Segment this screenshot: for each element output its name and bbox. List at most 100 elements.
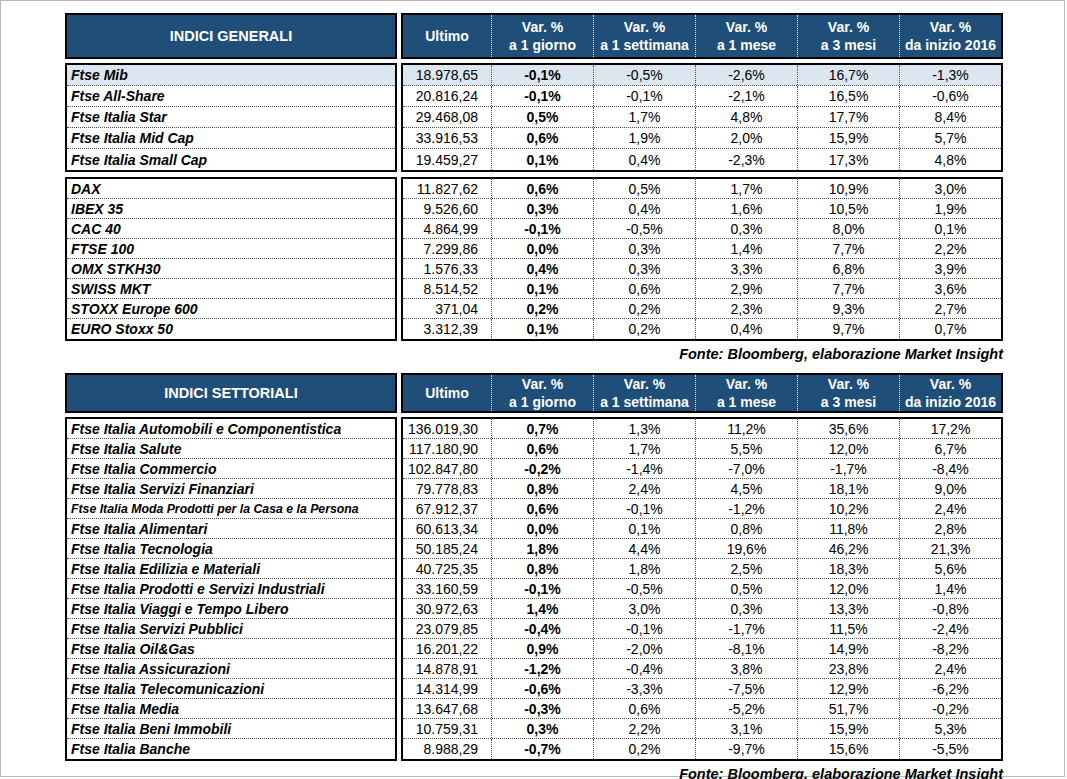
var-cell-1: -0,5% [593, 65, 695, 85]
var-cell-2: -9,7% [695, 739, 797, 759]
var-cell-2: 4,8% [695, 107, 797, 127]
var-cell-1: -0,1% [593, 86, 695, 106]
index-name-cell: Ftse Italia Mid Cap [67, 128, 395, 149]
var-cell-3: 11,8% [797, 519, 899, 538]
var-cell-1: 1,7% [593, 107, 695, 127]
ultimo-cell: 8.988,29 [403, 739, 491, 759]
table-row: 16.201,220,9%-2,0%-8,1%14,9%-8,2% [403, 639, 1001, 659]
var-cell-4: 2,7% [899, 299, 1001, 318]
var-cell-4: 3,0% [899, 179, 1001, 198]
var-cell-4: 8,4% [899, 107, 1001, 127]
var-cell-4: 2,8% [899, 519, 1001, 538]
ultimo-cell: 29.468,08 [403, 107, 491, 127]
var-cell-1: -0,5% [593, 219, 695, 238]
index-name-cell: IBEX 35 [67, 199, 395, 219]
var-cell-1: 1,9% [593, 128, 695, 148]
var-cell-4: 17,2% [899, 419, 1001, 438]
var-cell-4: -8,4% [899, 459, 1001, 478]
var-cell-2: 3,1% [695, 719, 797, 738]
var-cell-0: -0,1% [491, 579, 593, 598]
ultimo-cell: 7.299,86 [403, 239, 491, 258]
index-name-cell: Ftse Italia Telecomunicazioni [67, 679, 395, 699]
var-cell-2: 0,5% [695, 579, 797, 598]
var-cell-0: -0,7% [491, 739, 593, 759]
column-header-var-4: Var. %da inizio 2016 [899, 15, 1001, 57]
ultimo-cell: 4.864,99 [403, 219, 491, 238]
index-values-column: 11.827,620,6%0,5%1,7%10,9%3,0%9.526,600,… [401, 177, 1003, 341]
var-cell-1: -1,4% [593, 459, 695, 478]
var-cell-3: 11,5% [797, 619, 899, 638]
indici-generali-section-1: DAXIBEX 35CAC 40FTSE 100OMX STKH30SWISS … [65, 177, 1064, 341]
var-cell-1: -0,4% [593, 659, 695, 678]
var-cell-0: 0,6% [491, 439, 593, 458]
var-cell-0: -0,4% [491, 619, 593, 638]
var-cell-3: 35,6% [797, 419, 899, 438]
var-cell-4: 9,0% [899, 479, 1001, 498]
index-name-cell: Ftse Italia Automobili e Componentistica [67, 419, 395, 439]
column-header-ultimo: Ultimo [403, 15, 491, 57]
var-cell-3: 10,5% [797, 199, 899, 218]
index-name-cell: Ftse Italia Assicurazioni [67, 659, 395, 679]
var-cell-0: 0,1% [491, 149, 593, 170]
var-cell-2: 2,5% [695, 559, 797, 578]
table-row: 11.827,620,6%0,5%1,7%10,9%3,0% [403, 179, 1001, 199]
var-cell-0: 0,5% [491, 107, 593, 127]
var-cell-2: 1,6% [695, 199, 797, 218]
indici-settoriali-header: INDICI SETTORIALIUltimoVar. %a 1 giornoV… [65, 373, 1064, 413]
var-cell-3: -1,7% [797, 459, 899, 478]
index-name-cell: Ftse Italia Viaggi e Tempo Libero [67, 599, 395, 619]
table-row: 10.759,310,3%2,2%3,1%15,9%5,3% [403, 719, 1001, 739]
indici-generali-header: INDICI GENERALIUltimoVar. %a 1 giornoVar… [65, 13, 1064, 59]
var-cell-0: 0,0% [491, 239, 593, 258]
ultimo-cell: 18.978,65 [403, 65, 491, 85]
var-cell-2: 0,3% [695, 599, 797, 618]
index-name-column: Ftse MibFtse All-ShareFtse Italia StarFt… [65, 63, 397, 172]
header-columns: UltimoVar. %a 1 giornoVar. %a 1 settiman… [401, 13, 1003, 59]
var-cell-4: -6,2% [899, 679, 1001, 698]
ultimo-cell: 13.647,68 [403, 699, 491, 718]
var-cell-1: -0,1% [593, 499, 695, 518]
index-name-cell: Ftse Italia Tecnologia [67, 539, 395, 559]
var-cell-1: -0,5% [593, 579, 695, 598]
table-row: 30.972,631,4%3,0%0,3%13,3%-0,8% [403, 599, 1001, 619]
table-row: 14.314,99-0,6%-3,3%-7,5%12,9%-6,2% [403, 679, 1001, 699]
ultimo-cell: 33.160,59 [403, 579, 491, 598]
var-cell-2: 1,4% [695, 239, 797, 258]
var-cell-2: 0,4% [695, 319, 797, 339]
var-cell-3: 16,7% [797, 65, 899, 85]
var-cell-2: 3,8% [695, 659, 797, 678]
var-cell-3: 7,7% [797, 239, 899, 258]
ultimo-cell: 14.878,91 [403, 659, 491, 678]
table-row: 29.468,080,5%1,7%4,8%17,7%8,4% [403, 107, 1001, 128]
var-cell-4: 4,8% [899, 149, 1001, 170]
table-row: 18.978,65-0,1%-0,5%-2,6%16,7%-1,3% [403, 65, 1001, 86]
var-cell-4: 2,2% [899, 239, 1001, 258]
column-header-var-3: Var. %a 3 mesi [797, 375, 899, 411]
var-cell-1: 1,3% [593, 419, 695, 438]
var-cell-4: -0,2% [899, 699, 1001, 718]
var-cell-0: -0,1% [491, 219, 593, 238]
table-row: 79.778,830,8%2,4%4,5%18,1%9,0% [403, 479, 1001, 499]
indici-settoriali-table: INDICI SETTORIALIUltimoVar. %a 1 giornoV… [65, 373, 1064, 761]
var-cell-2: 2,9% [695, 279, 797, 298]
index-name-cell: SWISS MKT [67, 279, 395, 299]
var-cell-3: 10,2% [797, 499, 899, 518]
index-name-cell: Ftse Mib [67, 65, 395, 86]
var-cell-1: 0,4% [593, 149, 695, 170]
var-cell-1: 2,2% [593, 719, 695, 738]
column-header-var-4: Var. %da inizio 2016 [899, 375, 1001, 411]
index-name-cell: Ftse Italia Moda Prodotti per la Casa e … [67, 499, 395, 519]
column-header-var-2: Var. %a 1 mese [695, 375, 797, 411]
var-cell-3: 9,7% [797, 319, 899, 339]
ultimo-cell: 30.972,63 [403, 599, 491, 618]
var-cell-3: 14,9% [797, 639, 899, 658]
var-cell-2: 4,5% [695, 479, 797, 498]
var-cell-1: 0,2% [593, 299, 695, 318]
index-values-column: 136.019,300,7%1,3%11,2%35,6%17,2%117.180… [401, 417, 1003, 761]
var-cell-3: 8,0% [797, 219, 899, 238]
indici-generali-section-0: Ftse MibFtse All-ShareFtse Italia StarFt… [65, 63, 1064, 172]
var-cell-4: -2,4% [899, 619, 1001, 638]
var-cell-2: -5,2% [695, 699, 797, 718]
table-row: 60.613,340,0%0,1%0,8%11,8%2,8% [403, 519, 1001, 539]
ultimo-cell: 79.778,83 [403, 479, 491, 498]
